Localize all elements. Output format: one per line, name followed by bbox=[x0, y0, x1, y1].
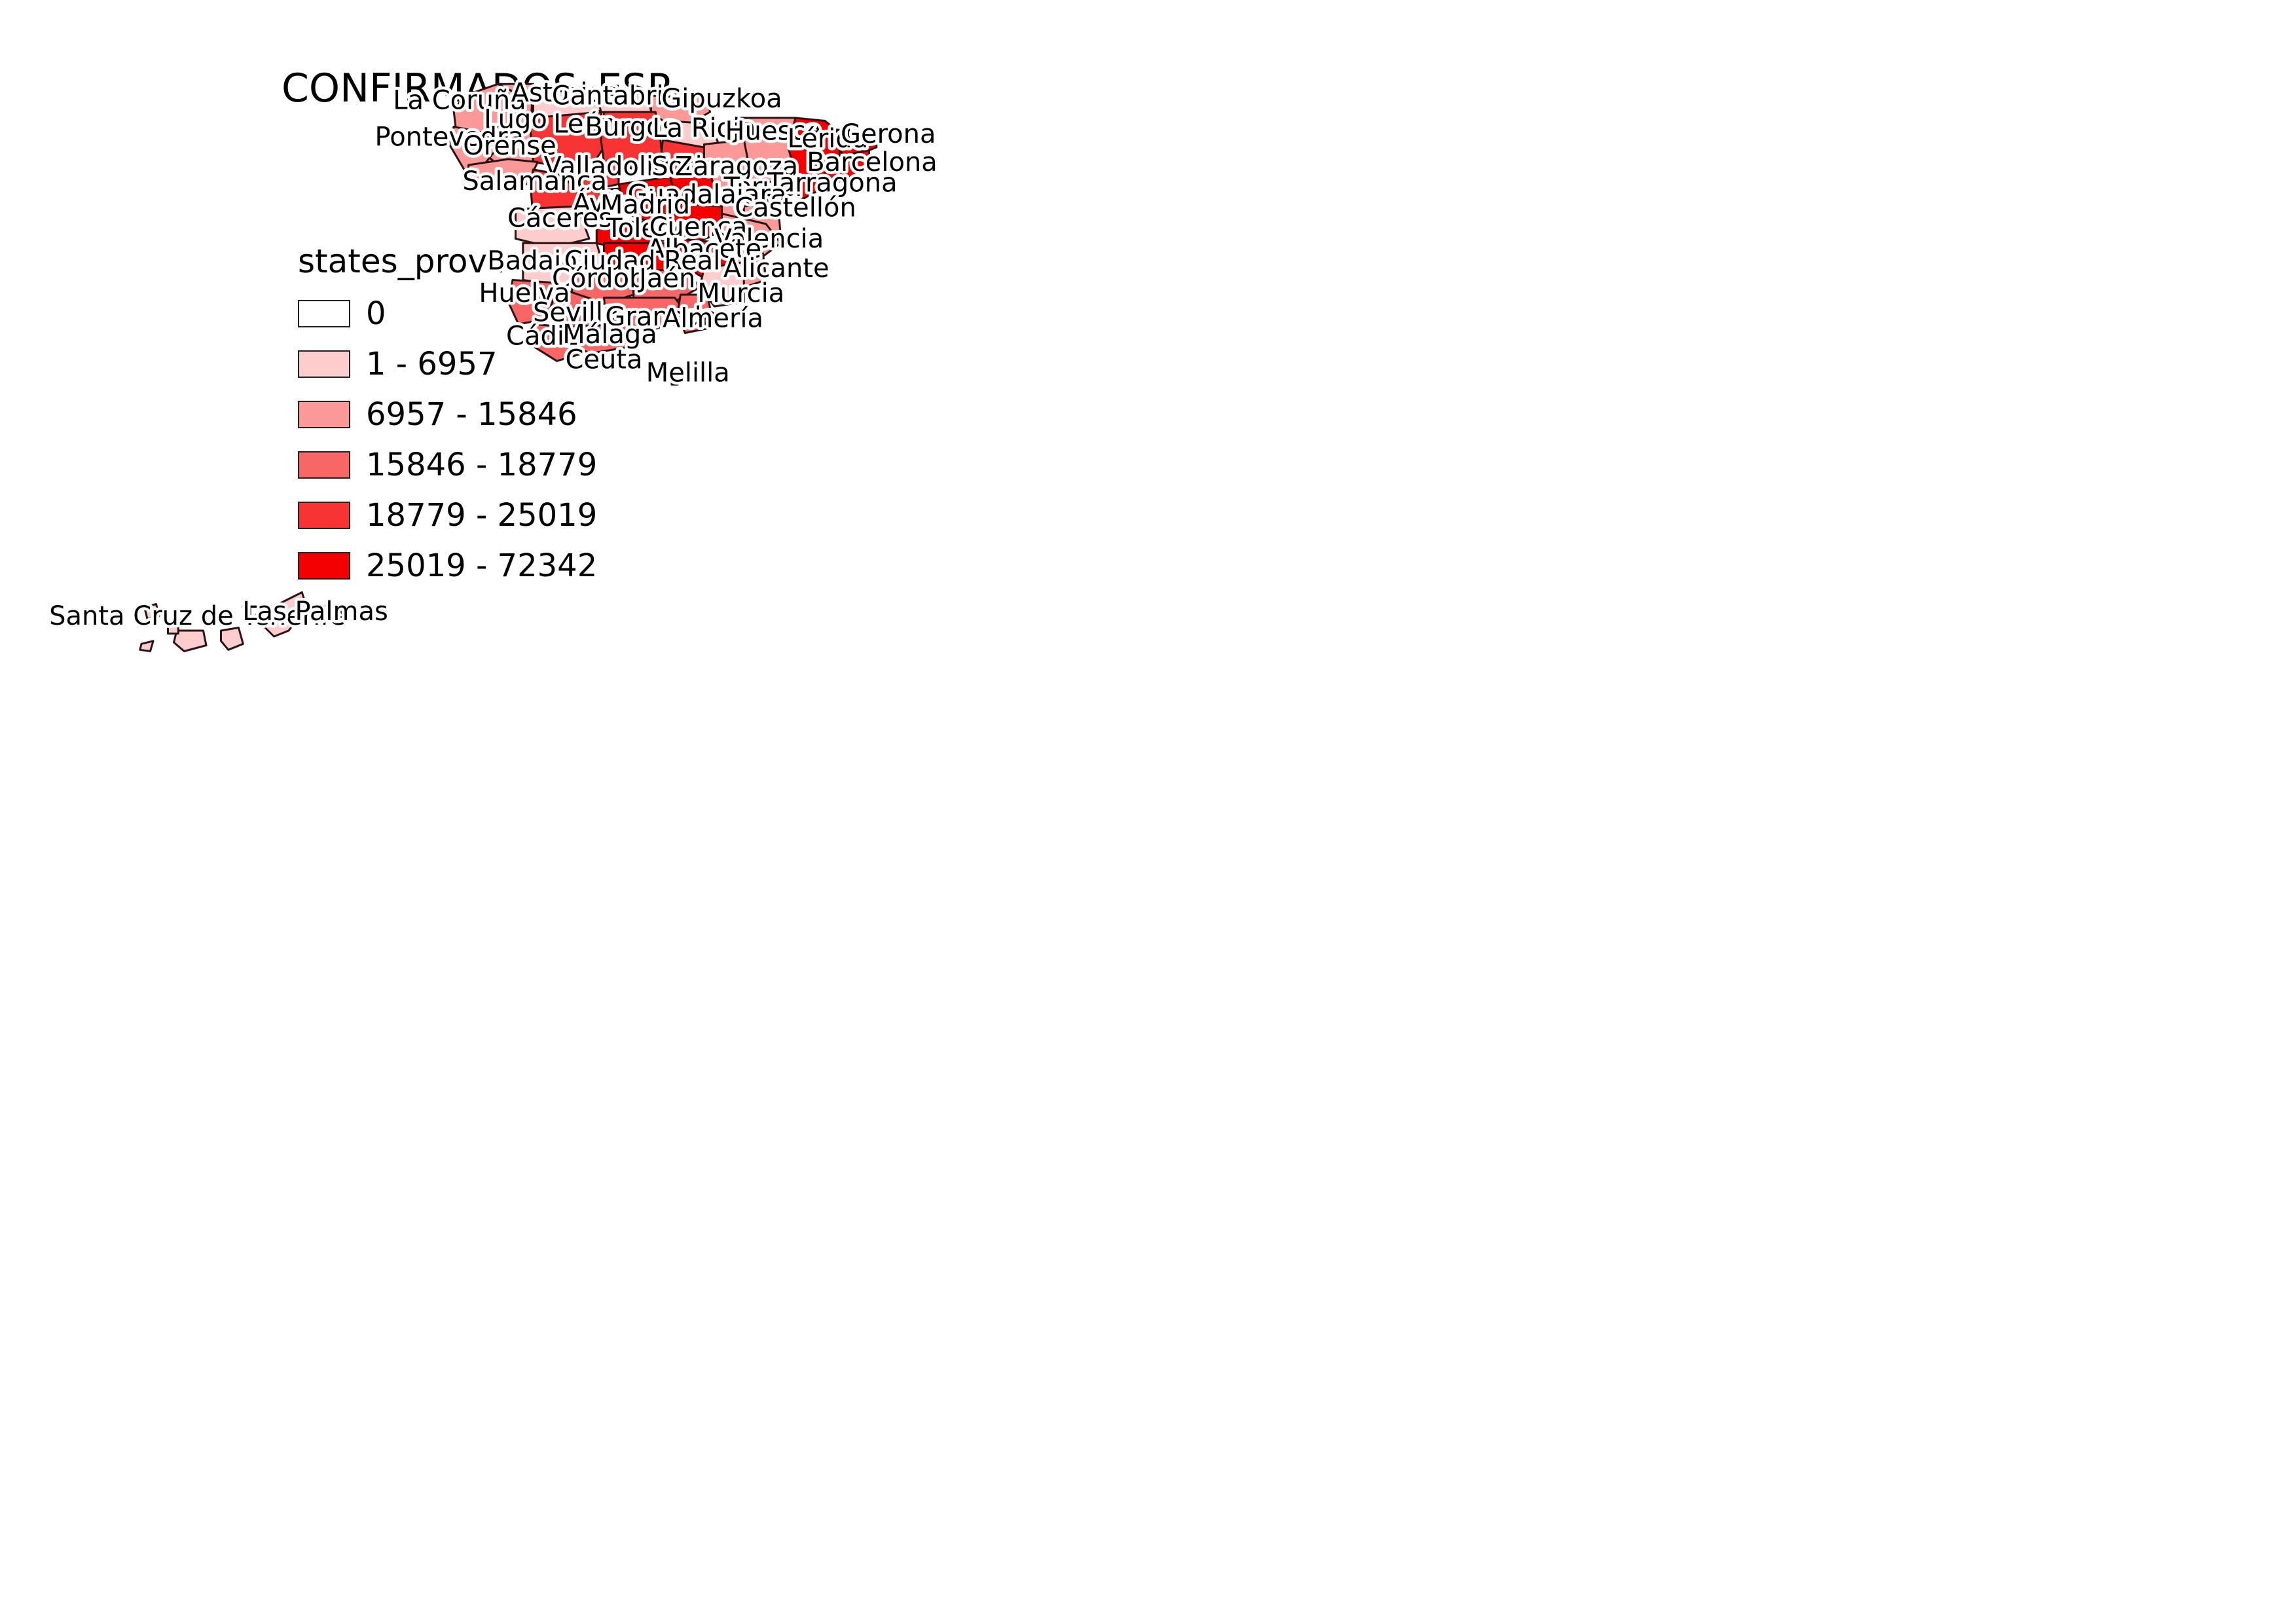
legend-item: 15846 - 18779 bbox=[298, 439, 597, 490]
province-label: Barcelona bbox=[807, 147, 938, 177]
province-label: Burgos bbox=[585, 112, 676, 142]
legend-swatch bbox=[298, 400, 350, 428]
province-cuenca bbox=[669, 202, 723, 244]
province-granada bbox=[603, 297, 691, 333]
island-santa-cruz-de-tenerife bbox=[143, 603, 160, 620]
province-label: Ceuta bbox=[565, 344, 642, 375]
province-ceuta bbox=[585, 356, 593, 363]
legend-swatch bbox=[298, 501, 350, 529]
legend-swatch bbox=[298, 299, 350, 327]
province-label: Almería bbox=[663, 303, 763, 333]
province-label: La Coruña bbox=[393, 85, 526, 115]
province-label: Murcia bbox=[697, 278, 784, 308]
legend-item: 6957 - 15846 bbox=[298, 389, 597, 439]
province-label: Tarragona bbox=[767, 168, 898, 198]
province-melilla bbox=[670, 379, 679, 386]
province-label: Soria bbox=[651, 152, 718, 182]
province-label: Albacete bbox=[647, 234, 761, 265]
legend-item: 25019 - 72342 bbox=[298, 540, 597, 591]
province-barcelona bbox=[821, 149, 870, 185]
province-label: León bbox=[553, 109, 616, 139]
province-label: Cuenca bbox=[649, 212, 748, 242]
province-label: Alicante bbox=[723, 253, 829, 284]
legend-item: 0 bbox=[298, 288, 597, 339]
legend-label: 15846 - 18779 bbox=[366, 446, 598, 483]
province-label: Córdoba bbox=[552, 264, 662, 294]
legend-swatch bbox=[298, 551, 350, 580]
province-label: Granada bbox=[605, 302, 718, 332]
province-label: Asturias bbox=[511, 78, 617, 108]
province-label: Madrid bbox=[600, 190, 690, 220]
province-label: Valencia bbox=[714, 224, 824, 254]
province-burgos bbox=[600, 111, 664, 171]
legend-label: 18779 - 25019 bbox=[366, 496, 598, 534]
legend-item: 1 - 6957 bbox=[298, 339, 597, 389]
province-label: Santa Cruz de Tenerife bbox=[49, 601, 346, 631]
province-label: Orense bbox=[463, 131, 556, 161]
province-malaga bbox=[566, 323, 634, 355]
legend-label: 1 - 6957 bbox=[366, 345, 498, 382]
province-label: Sevilla bbox=[533, 297, 619, 327]
province-label: Melilla bbox=[646, 358, 730, 388]
island-las-palmas bbox=[220, 627, 244, 651]
province-label: La Rioja bbox=[652, 113, 756, 143]
province-huelva bbox=[507, 279, 561, 325]
province-label: Las Palmas bbox=[242, 597, 388, 627]
province-label: Valladolid bbox=[544, 152, 670, 182]
province-label: Gerona bbox=[841, 119, 936, 149]
province-label: Lugo bbox=[484, 105, 547, 135]
province-las-palmas bbox=[264, 591, 308, 638]
province-label: Cáceres bbox=[507, 203, 612, 233]
province-santa-cruz-de-tenerife bbox=[173, 629, 208, 652]
legend-label: 25019 - 72342 bbox=[366, 547, 598, 584]
province-murcia bbox=[699, 261, 745, 308]
province-madrid bbox=[617, 175, 679, 222]
province-label: Castellón bbox=[735, 193, 856, 223]
legend-swatch bbox=[298, 350, 350, 378]
province-label: Málaga bbox=[562, 320, 657, 350]
province-label: Toledo bbox=[606, 213, 690, 244]
province-label: Badajoz bbox=[487, 246, 591, 276]
province-label: Zaragoza bbox=[675, 152, 798, 182]
province-zaragoza bbox=[703, 139, 752, 196]
province-label: Teruel bbox=[723, 172, 803, 202]
province-tarragona bbox=[784, 173, 833, 200]
island-santa-cruz-de-tenerife bbox=[139, 640, 155, 652]
legend-swatch bbox=[298, 451, 350, 479]
province-label: Jaén bbox=[637, 264, 695, 294]
province-label: Pontevedra bbox=[375, 122, 524, 153]
province-almeria bbox=[676, 293, 716, 334]
province-label: Ciudad Real bbox=[564, 246, 721, 276]
province-label: Huesca bbox=[725, 117, 822, 147]
province-label: Ávila bbox=[573, 187, 635, 219]
island-santa-cruz-de-tenerife bbox=[167, 622, 179, 635]
legend-label: 6957 - 15846 bbox=[366, 396, 577, 433]
legend-item: 18779 - 25019 bbox=[298, 490, 597, 540]
legend-label: 0 bbox=[366, 295, 386, 332]
province-label: Huelva bbox=[479, 278, 570, 308]
province-label: Cantabria bbox=[552, 81, 680, 111]
province-label: Lérida bbox=[788, 124, 869, 154]
province-orense bbox=[467, 158, 539, 190]
province-label: Gipuzkoa bbox=[661, 84, 782, 114]
province-label: Salamanca bbox=[462, 166, 607, 196]
province-label: Cádiz bbox=[506, 321, 578, 351]
province-label: Guadalajara bbox=[628, 179, 787, 210]
